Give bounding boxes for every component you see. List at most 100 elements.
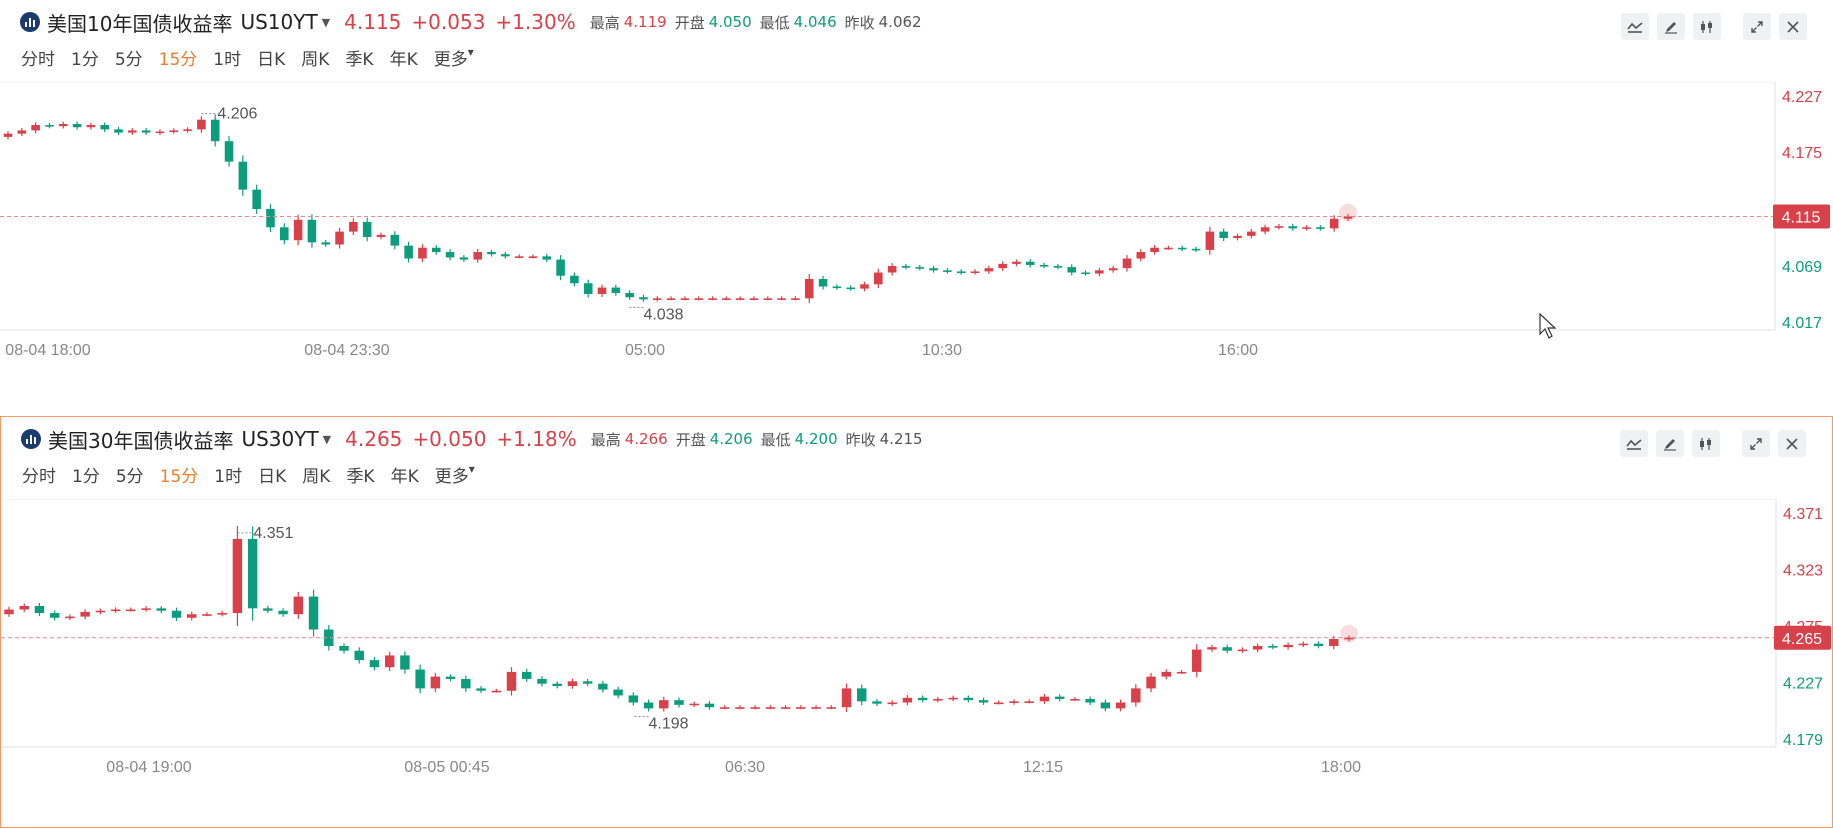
candle[interactable] xyxy=(266,204,275,233)
candle[interactable] xyxy=(613,686,623,699)
candle[interactable] xyxy=(362,217,372,242)
candle[interactable] xyxy=(1067,264,1076,276)
candle[interactable] xyxy=(694,296,704,301)
candle[interactable] xyxy=(1070,696,1080,701)
candle[interactable] xyxy=(430,672,441,693)
candle[interactable] xyxy=(902,695,913,706)
candle[interactable] xyxy=(874,268,883,289)
candle[interactable] xyxy=(400,651,410,674)
candle[interactable] xyxy=(777,296,786,301)
candle[interactable] xyxy=(528,254,538,259)
instrument-symbol[interactable]: US30YT xyxy=(241,427,319,451)
candle[interactable] xyxy=(933,696,943,703)
candle[interactable] xyxy=(1176,669,1187,674)
candle[interactable] xyxy=(887,700,897,706)
candle[interactable] xyxy=(431,245,441,255)
draw-pen-icon[interactable] xyxy=(1657,13,1685,40)
candle[interactable] xyxy=(611,284,621,296)
candle[interactable] xyxy=(582,678,593,687)
candle[interactable] xyxy=(763,296,773,301)
candle[interactable] xyxy=(501,251,510,259)
candle[interactable] xyxy=(376,232,386,240)
candle[interactable] xyxy=(156,605,166,614)
candle[interactable] xyxy=(1313,641,1324,649)
period-tab[interactable]: 5分 xyxy=(114,50,143,70)
candle[interactable] xyxy=(369,657,380,671)
candle[interactable] xyxy=(556,255,565,281)
candle[interactable] xyxy=(445,674,456,682)
candlestick-icon[interactable] xyxy=(1693,13,1721,40)
candlestick-chart[interactable]: 4.227 4.175 4.069 4.017 4.206 4.038 4.115 08-04… xyxy=(0,82,1833,412)
candle[interactable] xyxy=(247,526,258,621)
candlestick-chart[interactable]: 4.3714.3234.2754.2274.1794.3514.1984.265… xyxy=(1,499,1833,829)
candle[interactable] xyxy=(1252,643,1263,653)
candle[interactable] xyxy=(1025,259,1035,268)
indicator-icon[interactable] xyxy=(1620,430,1648,457)
period-tab[interactable]: 1分 xyxy=(72,467,100,487)
candle[interactable] xyxy=(1237,647,1248,653)
candle[interactable] xyxy=(110,607,121,613)
candle[interactable] xyxy=(943,268,952,274)
close-icon[interactable] xyxy=(1778,430,1806,457)
candle[interactable] xyxy=(86,122,96,130)
candle[interactable] xyxy=(197,116,206,133)
period-tab[interactable]: 1时 xyxy=(214,467,243,487)
candle[interactable] xyxy=(917,695,928,703)
candle[interactable] xyxy=(887,263,897,276)
candle[interactable] xyxy=(49,610,60,621)
candle[interactable] xyxy=(224,136,234,167)
candle[interactable] xyxy=(126,607,136,612)
candle[interactable] xyxy=(1298,641,1309,648)
candle[interactable] xyxy=(598,680,608,693)
candle[interactable] xyxy=(171,607,182,621)
candle[interactable] xyxy=(95,608,106,615)
candle[interactable] xyxy=(217,610,227,617)
candle[interactable] xyxy=(639,294,648,302)
candle[interactable] xyxy=(114,126,123,136)
candlestick-icon[interactable] xyxy=(1692,430,1720,457)
candle[interactable] xyxy=(1260,224,1270,235)
candle[interactable] xyxy=(232,525,243,627)
candle[interactable] xyxy=(72,121,82,130)
candle[interactable] xyxy=(567,678,578,689)
candle[interactable] xyxy=(1009,699,1019,705)
candle[interactable] xyxy=(537,676,547,687)
instrument-symbol[interactable]: US10YT xyxy=(240,10,318,34)
candle[interactable] xyxy=(390,231,400,250)
candle[interactable] xyxy=(583,279,593,298)
candle[interactable] xyxy=(915,264,925,271)
period-tab[interactable]: 15分 xyxy=(158,50,198,70)
candle[interactable] xyxy=(929,265,938,273)
period-tab[interactable]: 1时 xyxy=(213,50,242,70)
candle[interactable] xyxy=(984,265,994,274)
candle[interactable] xyxy=(804,274,814,304)
candle[interactable] xyxy=(846,285,855,291)
candle[interactable] xyxy=(735,705,745,710)
instrument-name[interactable]: 美国30年国债收益率 xyxy=(48,428,234,453)
candle[interactable] xyxy=(750,705,760,710)
candle[interactable] xyxy=(749,296,759,301)
candle[interactable] xyxy=(860,281,869,292)
candle[interactable] xyxy=(735,296,745,301)
candle[interactable] xyxy=(970,269,980,275)
period-tab[interactable]: 分时 xyxy=(22,467,56,487)
chevron-down-icon[interactable]: ▼ xyxy=(322,432,332,446)
candle[interactable] xyxy=(1222,644,1232,654)
candle[interactable] xyxy=(459,255,469,262)
candle[interactable] xyxy=(1012,259,1021,267)
candle[interactable] xyxy=(597,284,607,297)
candle[interactable] xyxy=(872,698,882,707)
candle[interactable] xyxy=(354,647,364,664)
period-tab[interactable]: 5分 xyxy=(115,467,144,487)
candle[interactable] xyxy=(31,122,40,134)
period-tab[interactable]: 年K xyxy=(389,50,418,70)
candle[interactable] xyxy=(1344,635,1354,642)
candle[interactable] xyxy=(1100,699,1111,712)
candle[interactable] xyxy=(445,249,455,261)
candle[interactable] xyxy=(1316,225,1325,231)
candle[interactable] xyxy=(1205,226,1215,255)
period-tab[interactable]: 1分 xyxy=(71,50,99,70)
candle[interactable] xyxy=(252,184,261,214)
candle[interactable] xyxy=(1039,693,1050,705)
period-tab[interactable]: 更多 xyxy=(433,50,468,70)
